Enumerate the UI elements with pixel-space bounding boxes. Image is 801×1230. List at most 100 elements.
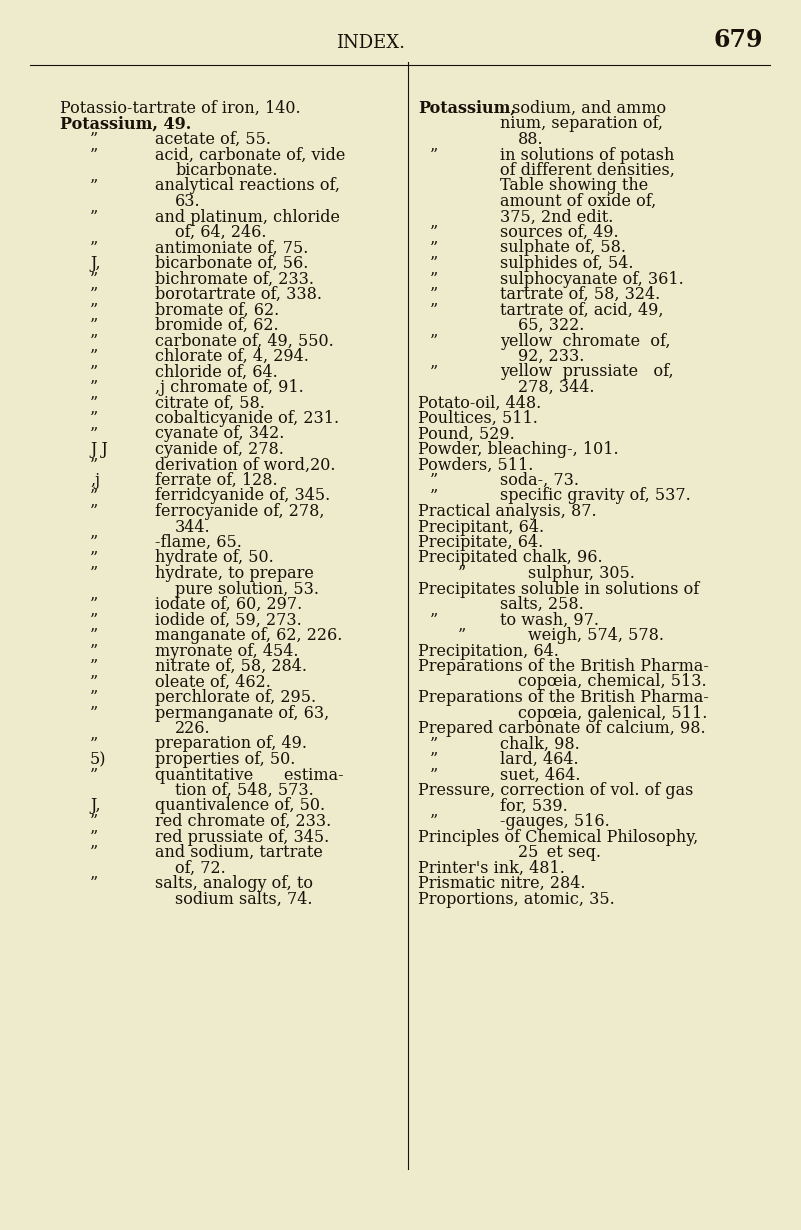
Text: specific gravity of, 537.: specific gravity of, 537. — [500, 487, 690, 504]
Text: borotartrate of, 338.: borotartrate of, 338. — [155, 287, 322, 303]
Text: tion of, 548, 573.: tion of, 548, 573. — [175, 782, 314, 800]
Text: carbonate of, 49, 550.: carbonate of, 49, 550. — [155, 332, 334, 349]
Text: ”: ” — [430, 487, 438, 504]
Text: ”: ” — [90, 487, 99, 504]
Text: ”: ” — [90, 287, 99, 303]
Text: Proportions, atomic, 35.: Proportions, atomic, 35. — [418, 891, 614, 908]
Text: Precipitated chalk, 96.: Precipitated chalk, 96. — [418, 550, 602, 567]
Text: 679: 679 — [714, 28, 763, 52]
Text: chlorate of, 4, 294.: chlorate of, 4, 294. — [155, 348, 309, 365]
Text: ”: ” — [458, 627, 466, 645]
Text: sulphides of, 54.: sulphides of, 54. — [500, 255, 634, 272]
Text: 278, 344.: 278, 344. — [518, 379, 594, 396]
Text: ”: ” — [90, 550, 99, 567]
Text: ”: ” — [90, 317, 99, 335]
Text: ”: ” — [90, 642, 99, 659]
Text: ”: ” — [430, 332, 438, 349]
Text: ”: ” — [430, 301, 438, 319]
Text: in solutions of potash: in solutions of potash — [500, 146, 674, 164]
Text: bromate of, 62.: bromate of, 62. — [155, 301, 280, 319]
Text: of, 64, 246.: of, 64, 246. — [175, 224, 267, 241]
Text: ”: ” — [430, 271, 438, 288]
Text: preparation of, 49.: preparation of, 49. — [155, 736, 307, 753]
Text: ”: ” — [90, 379, 99, 396]
Text: quantivalence of, 50.: quantivalence of, 50. — [155, 797, 325, 814]
Text: copœia, galenical, 511.: copœia, galenical, 511. — [518, 705, 707, 722]
Text: acetate of, 55.: acetate of, 55. — [155, 132, 271, 148]
Text: 25  et seq.: 25 et seq. — [518, 844, 601, 861]
Text: ”: ” — [90, 209, 99, 225]
Text: lard, 464.: lard, 464. — [500, 752, 578, 768]
Text: J,: J, — [90, 797, 101, 814]
Text: ”: ” — [90, 410, 99, 427]
Text: Prismatic nitre, 284.: Prismatic nitre, 284. — [418, 875, 586, 892]
Text: Potassium,: Potassium, — [418, 100, 516, 117]
Text: ”: ” — [90, 456, 99, 474]
Text: oleate of, 462.: oleate of, 462. — [155, 674, 271, 690]
Text: Powder, bleaching-, 101.: Powder, bleaching-, 101. — [418, 442, 618, 458]
Text: ”: ” — [90, 301, 99, 319]
Text: red prussiate of, 345.: red prussiate of, 345. — [155, 829, 329, 845]
Text: iodate of, 60, 297.: iodate of, 60, 297. — [155, 597, 302, 613]
Text: manganate of, 62, 226.: manganate of, 62, 226. — [155, 627, 342, 645]
Text: ”: ” — [90, 813, 99, 830]
Text: salts, 258.: salts, 258. — [500, 597, 584, 613]
Text: cobalticyanide of, 231.: cobalticyanide of, 231. — [155, 410, 339, 427]
Text: ”: ” — [90, 627, 99, 645]
Text: iodide of, 59, 273.: iodide of, 59, 273. — [155, 611, 302, 629]
Text: Pound, 529.: Pound, 529. — [418, 426, 515, 443]
Text: sources of, 49.: sources of, 49. — [500, 224, 618, 241]
Text: ”: ” — [90, 177, 99, 194]
Text: ”: ” — [90, 736, 99, 753]
Text: and platinum, chloride: and platinum, chloride — [155, 209, 340, 225]
Text: analytical reactions of,: analytical reactions of, — [155, 177, 340, 194]
Text: Principles of Chemical Philosophy,: Principles of Chemical Philosophy, — [418, 829, 698, 845]
Text: J,: J, — [90, 255, 101, 272]
Text: bicarbonate.: bicarbonate. — [175, 162, 277, 180]
Text: nium, separation of,: nium, separation of, — [500, 116, 663, 133]
Text: ”: ” — [430, 472, 438, 490]
Text: ”: ” — [90, 534, 99, 551]
Text: ”: ” — [90, 829, 99, 845]
Text: -gauges, 516.: -gauges, 516. — [500, 813, 610, 830]
Text: Precipitant, 64.: Precipitant, 64. — [418, 519, 544, 535]
Text: copœia, chemical, 513.: copœia, chemical, 513. — [518, 674, 706, 690]
Text: derivation of word,20.: derivation of word,20. — [155, 456, 336, 474]
Text: ”: ” — [430, 752, 438, 768]
Text: ”: ” — [90, 705, 99, 722]
Text: 65, 322.: 65, 322. — [518, 317, 585, 335]
Text: antimoniate of, 75.: antimoniate of, 75. — [155, 240, 308, 257]
Text: sulphur, 305.: sulphur, 305. — [528, 565, 635, 582]
Text: Potassio-tartrate of iron, 140.: Potassio-tartrate of iron, 140. — [60, 100, 300, 117]
Text: 88.: 88. — [518, 132, 544, 148]
Text: Practical analysis, 87.: Practical analysis, 87. — [418, 503, 597, 520]
Text: chloride of, 64.: chloride of, 64. — [155, 364, 278, 380]
Text: Precipitate, 64.: Precipitate, 64. — [418, 534, 543, 551]
Text: Printer's ink, 481.: Printer's ink, 481. — [418, 860, 565, 877]
Text: ”: ” — [458, 565, 466, 582]
Text: 5): 5) — [90, 752, 107, 768]
Text: Preparations of the British Pharma-: Preparations of the British Pharma- — [418, 658, 709, 675]
Text: tartrate of, acid, 49,: tartrate of, acid, 49, — [500, 301, 663, 319]
Text: sulphocyanate of, 361.: sulphocyanate of, 361. — [500, 271, 684, 288]
Text: Precipitates soluble in solutions of: Precipitates soluble in solutions of — [418, 581, 699, 598]
Text: ”: ” — [430, 364, 438, 380]
Text: Pressure, correction of vol. of gas: Pressure, correction of vol. of gas — [418, 782, 694, 800]
Text: 344.: 344. — [175, 519, 211, 535]
Text: ”: ” — [430, 736, 438, 753]
Text: ”: ” — [90, 611, 99, 629]
Text: cyanide of, 278.: cyanide of, 278. — [155, 442, 284, 458]
Text: ”: ” — [430, 813, 438, 830]
Text: ”: ” — [90, 503, 99, 520]
Text: ”: ” — [430, 224, 438, 241]
Text: of, 72.: of, 72. — [175, 860, 226, 877]
Text: J J: J J — [90, 442, 108, 458]
Text: soda-, 73.: soda-, 73. — [500, 472, 579, 490]
Text: ,j chromate of, 91.: ,j chromate of, 91. — [155, 379, 304, 396]
Text: hydrate, to prepare: hydrate, to prepare — [155, 565, 314, 582]
Text: Preparations of the British Pharma-: Preparations of the British Pharma- — [418, 689, 709, 706]
Text: 92, 233.: 92, 233. — [518, 348, 585, 365]
Text: ”: ” — [430, 240, 438, 257]
Text: Potato-oil, 448.: Potato-oil, 448. — [418, 395, 541, 412]
Text: pure solution, 53.: pure solution, 53. — [175, 581, 319, 598]
